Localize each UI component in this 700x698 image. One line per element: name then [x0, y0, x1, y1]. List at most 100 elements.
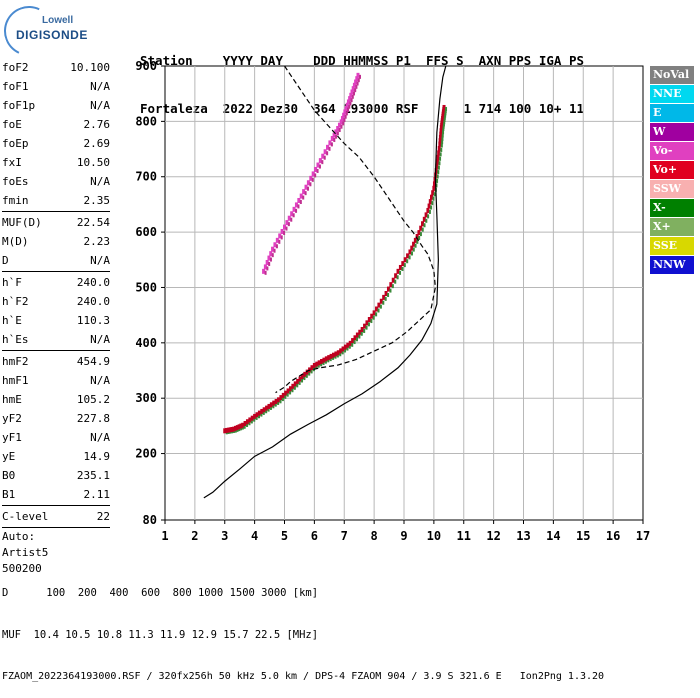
param-row: hmE 105.2 — [2, 390, 110, 409]
station-header: Station YYYY DAY DDD HHMMSS P1 FFS S AXN… — [140, 21, 584, 133]
echo-point — [293, 381, 297, 387]
echo-point — [309, 182, 312, 187]
y-tick-label: 200 — [135, 447, 157, 461]
echo-point — [264, 270, 267, 275]
param-label: h`F — [2, 276, 22, 289]
echo-point — [280, 235, 283, 240]
param-row: B0 235.1 — [2, 466, 110, 485]
echo-point — [295, 208, 298, 213]
param-label: foF1 — [2, 80, 29, 93]
echo-point — [391, 284, 394, 289]
param-label: C-level — [2, 510, 49, 523]
echo-point — [329, 353, 333, 359]
y-tick-label: 500 — [135, 280, 157, 294]
echo-point — [302, 195, 305, 200]
echo-point — [293, 385, 296, 390]
param-separator — [2, 350, 110, 351]
x-tick-label: 4 — [251, 529, 258, 543]
echo-point — [302, 189, 306, 195]
echo-point — [287, 222, 290, 227]
echo-point — [304, 184, 308, 190]
legend-item: Vo+ — [650, 161, 694, 179]
echo-point — [349, 101, 352, 106]
echo-point — [230, 426, 234, 432]
echo-point — [290, 217, 293, 222]
echo-point — [353, 340, 356, 345]
echo-point — [356, 81, 359, 86]
echo-point — [340, 116, 344, 122]
echo-point — [279, 395, 283, 401]
echo-point — [269, 251, 273, 257]
echo-point — [424, 212, 428, 218]
echo-point — [439, 128, 443, 134]
param-value: 2.76 — [83, 118, 111, 131]
echo-point — [340, 124, 343, 129]
echo-point — [336, 353, 339, 358]
echo-point — [294, 202, 298, 208]
param-value: 240.0 — [76, 276, 110, 289]
param-label: D — [2, 254, 9, 267]
echo-point — [442, 130, 445, 135]
x-tick-label: 16 — [606, 529, 620, 543]
echo-point — [421, 227, 424, 232]
echo-point — [304, 191, 307, 196]
echo-point — [273, 242, 277, 248]
echo-point — [225, 427, 229, 433]
echo-point — [437, 165, 440, 170]
echo-point — [347, 108, 350, 113]
echo-point — [350, 89, 354, 95]
echo-point — [281, 397, 284, 402]
echo-point — [286, 392, 289, 397]
echo-point — [337, 122, 341, 128]
echo-point — [243, 420, 247, 426]
legend-item: X- — [650, 199, 694, 217]
x-tick-label: 3 — [221, 529, 228, 543]
echo-point — [316, 162, 320, 168]
echo-point — [343, 344, 347, 350]
echo-point — [281, 392, 285, 398]
echo-point — [418, 235, 421, 240]
echo-point — [326, 144, 330, 150]
echo-point — [437, 145, 441, 151]
param-label: foF1p — [2, 99, 36, 112]
echo-point — [248, 421, 251, 426]
x-tick-label: 1 — [161, 529, 168, 543]
param-value: 14.9 — [83, 450, 111, 463]
echo-point — [321, 160, 324, 165]
echo-point — [375, 312, 378, 317]
echo-point — [271, 253, 274, 258]
echo-point — [297, 204, 300, 209]
echo-point — [298, 376, 302, 382]
echo-point — [372, 315, 375, 320]
echo-point — [412, 247, 415, 252]
echo-point — [241, 422, 245, 428]
param-value: N/A — [90, 374, 110, 387]
echo-point — [355, 76, 359, 82]
param-label: foEs — [2, 175, 29, 188]
param-row: foEp 2.69 — [2, 134, 110, 153]
legend-item: SSE — [650, 237, 694, 255]
echo-point — [260, 408, 264, 414]
echo-point — [419, 232, 422, 237]
echo-point — [334, 129, 338, 135]
legend-item: E — [650, 104, 694, 122]
ionogram-chart: 1 2 3 4 5 6 7 8 9 10 11 12 13 14 15 16 17802003004005006… — [135, 59, 650, 543]
echo-point — [290, 211, 294, 217]
auto-scaling-line: Auto: — [2, 530, 36, 543]
echo-point — [323, 149, 327, 155]
param-value: 105.2 — [76, 393, 110, 406]
param-row: foEs N/A — [2, 172, 110, 191]
param-value: 235.1 — [76, 469, 110, 482]
echo-point — [327, 355, 331, 361]
echo-point — [384, 296, 387, 301]
echo-point — [299, 199, 302, 204]
echo-point — [342, 112, 346, 118]
echo-point — [444, 113, 447, 118]
echo-point — [348, 344, 351, 349]
echo-point — [296, 378, 300, 384]
legend-item: NNW — [650, 256, 694, 274]
echo-point — [226, 427, 230, 433]
echo-point — [255, 415, 258, 420]
echo-point — [253, 417, 256, 422]
echo-point — [444, 111, 447, 116]
